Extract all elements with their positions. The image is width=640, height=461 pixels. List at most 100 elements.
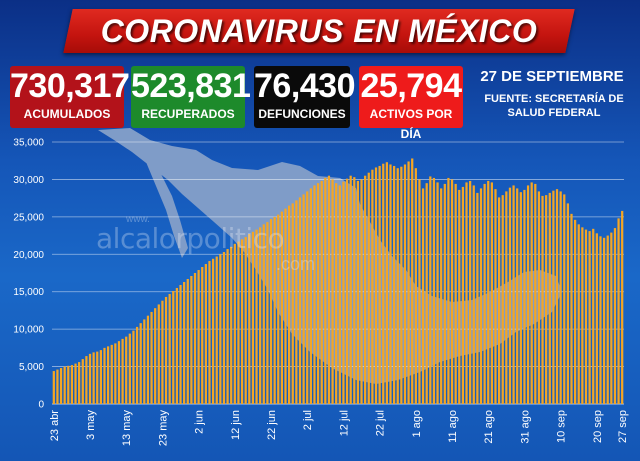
bar [526, 185, 530, 404]
bar [106, 346, 110, 404]
x-tick-label: 11 ago [447, 410, 459, 443]
bar [240, 239, 244, 404]
bar [309, 188, 312, 404]
bar [371, 169, 374, 404]
x-tick-label: 31 ago [519, 410, 531, 444]
bar [204, 264, 207, 404]
bar [559, 191, 562, 404]
bar [563, 194, 566, 404]
bar [244, 237, 247, 404]
stat-recovered-value: 523,831 [131, 67, 251, 105]
watermark-com: .com [276, 254, 316, 274]
bar [201, 267, 204, 404]
bar [161, 300, 164, 404]
bar [403, 164, 407, 404]
bar [490, 182, 493, 404]
bar [581, 227, 584, 404]
stat-deaths-label: DEFUNCIONES [258, 107, 346, 121]
bar [570, 213, 573, 404]
stat-recovered: 523,831 RECUPERADOS [131, 66, 251, 128]
x-tick-label: 13 may [121, 410, 133, 447]
bar [327, 175, 331, 404]
bar [313, 185, 316, 404]
bar [302, 194, 305, 404]
bar [320, 180, 323, 404]
bar [367, 172, 370, 404]
bar [342, 181, 345, 404]
bar [374, 167, 378, 404]
bar [67, 365, 70, 404]
bar [552, 190, 555, 404]
bar [222, 252, 226, 404]
bar [505, 191, 508, 404]
stat-deaths: 76,430 DEFUNCIONES [254, 66, 356, 128]
x-tick-label: 2 jun [194, 410, 206, 434]
stat-active: 25,794 ACTIVOS POR DÍA [359, 66, 463, 141]
x-tick-label: 23 abr [49, 410, 61, 442]
bar [613, 228, 617, 404]
bar [186, 278, 189, 404]
bar [364, 175, 367, 404]
bar [78, 362, 81, 404]
bar [139, 323, 142, 404]
x-tick-label: 22 jun [266, 410, 278, 440]
bar [349, 175, 352, 404]
bar [154, 308, 157, 404]
bar [288, 205, 291, 404]
y-tick-label: 30,000 [13, 175, 44, 186]
bar [251, 231, 255, 404]
bar [443, 183, 446, 404]
bar [56, 369, 59, 404]
y-axis-ticks: 0 5,000 10,000 15,000 20,000 25,000 30,000 35,0… [13, 138, 44, 411]
bar [266, 222, 269, 404]
bar [88, 353, 92, 404]
bar [262, 224, 265, 404]
bar [621, 210, 624, 404]
bar [335, 183, 338, 404]
stat-accumulated: 730,317 ACUMULADOS [10, 66, 130, 128]
page-title: CORONAVIRUS EN MÉXICO [100, 13, 538, 49]
bar [389, 164, 392, 404]
bar [125, 336, 128, 404]
bar [193, 273, 197, 404]
bar [280, 211, 283, 404]
bar [421, 188, 425, 404]
bar [606, 235, 609, 404]
bar [588, 231, 591, 404]
bar [429, 176, 432, 404]
bar [483, 183, 486, 404]
source-note: FUENTE: SECRETARÍA DE SALUD FEDERAL [480, 92, 628, 120]
watermark-main: alcalorpolitico [96, 222, 285, 255]
bar [99, 350, 102, 404]
bar [487, 180, 490, 404]
bar [190, 275, 193, 404]
bar [219, 254, 222, 404]
bar [316, 183, 320, 404]
bar [425, 183, 428, 404]
bar [599, 236, 602, 404]
bar [432, 177, 436, 404]
bar [331, 179, 334, 404]
bar [461, 186, 465, 404]
bar [497, 197, 501, 404]
bar [360, 179, 363, 404]
bar [85, 356, 88, 404]
bar [516, 188, 519, 404]
bar [414, 168, 417, 404]
bar [168, 293, 171, 404]
bar [512, 185, 515, 404]
bar [440, 188, 443, 404]
bar [117, 341, 121, 404]
source-line-1: FUENTE: SECRETARÍA DE [484, 93, 624, 105]
x-axis-ticks: 23 abr 3 may 13 may 23 may 2 jun 12 jun 22 jun… [49, 410, 629, 447]
bar [70, 365, 74, 404]
bar [215, 256, 218, 404]
y-tick-label: 25,000 [13, 212, 44, 223]
bar [541, 195, 544, 404]
bar [103, 347, 106, 404]
bar [537, 191, 541, 404]
bar [508, 187, 512, 404]
bar [566, 203, 569, 404]
bar [345, 178, 349, 404]
